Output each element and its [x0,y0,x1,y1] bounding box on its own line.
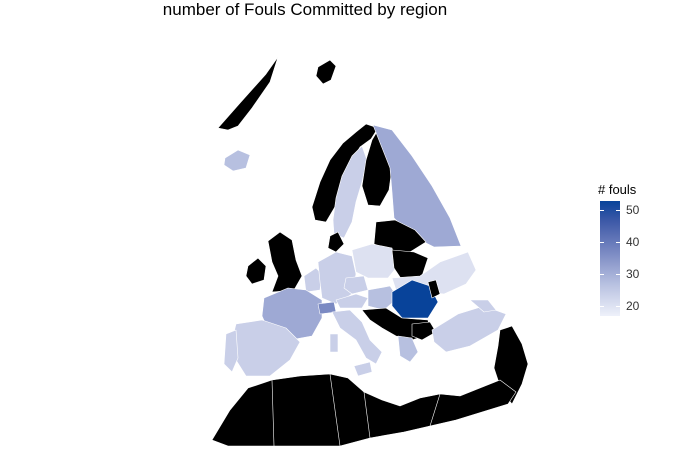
legend-label-40: 40 [626,235,640,249]
region-romania [391,279,439,319]
legend-color-bar [600,201,620,316]
region-bulgaria [411,321,437,341]
region-ireland [245,257,267,285]
region-sardinia [329,333,339,353]
region-sicily [353,361,373,377]
color-legend: # fouls 50 40 30 20 [596,182,676,322]
region-north-africa [211,373,517,447]
region-hungary [367,285,399,311]
region-czechia [343,275,369,295]
legend-title: # fouls [598,182,637,197]
legend-tick [616,306,620,307]
region-denmark [327,231,345,253]
region-svalbard [217,56,279,131]
region-moldova [427,279,441,299]
region-iceland [223,149,251,172]
legend-tick [616,242,620,243]
region-svalbard-east [315,59,337,85]
region-caucasus [469,299,497,313]
region-great-britain [267,231,303,293]
legend-tick [600,210,604,211]
region-portugal [223,329,239,373]
legend-tick [616,274,620,275]
legend-tick [600,242,604,243]
region-poland [351,243,397,279]
legend-label-30: 30 [626,267,640,281]
region-russia-nw [372,124,462,248]
region-turkey [431,305,507,353]
chart-title: number of Fouls Committed by region [162,0,448,19]
legend-tick [600,274,604,275]
region-italy [331,309,383,365]
region-austria [335,293,369,309]
region-greece [397,335,419,363]
legend-label-20: 20 [626,299,640,313]
legend-tick [616,210,620,211]
legend-label-50: 50 [626,203,640,217]
legend-tick [600,306,604,307]
